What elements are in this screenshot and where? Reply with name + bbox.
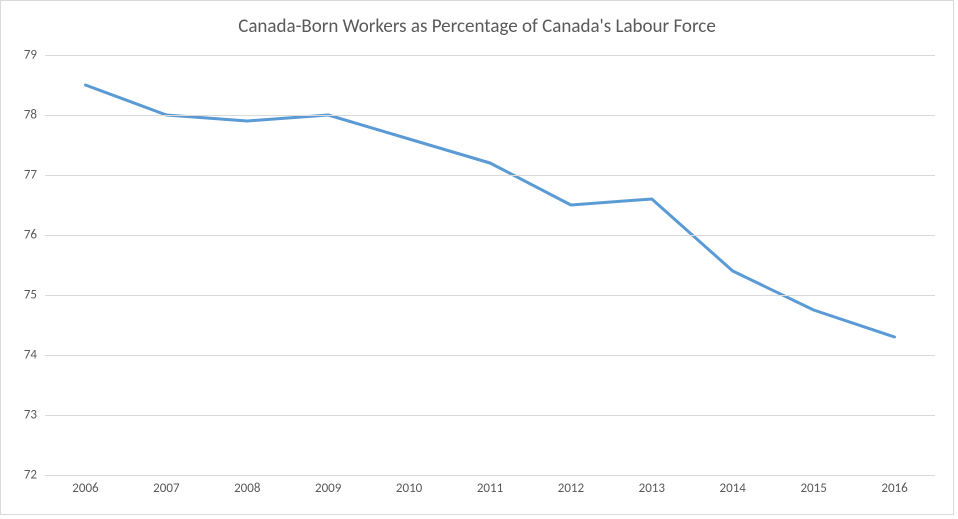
x-tick-label: 2013	[639, 475, 665, 496]
y-tick-label: 72	[24, 468, 45, 483]
y-tick-label: 74	[24, 348, 45, 363]
x-tick-label: 2008	[234, 475, 260, 496]
x-tick-label: 2015	[800, 475, 826, 496]
gridline	[45, 235, 935, 236]
y-tick-label: 73	[24, 408, 45, 423]
y-tick-label: 75	[24, 288, 45, 303]
x-tick-label: 2011	[477, 475, 503, 496]
line-series	[45, 55, 935, 475]
y-tick-label: 79	[24, 48, 45, 63]
x-tick-label: 2016	[881, 475, 907, 496]
gridline	[45, 115, 935, 116]
gridline	[45, 355, 935, 356]
x-tick-label: 2012	[558, 475, 584, 496]
gridline	[45, 55, 935, 56]
gridline	[45, 175, 935, 176]
x-tick-label: 2007	[153, 475, 179, 496]
chart-title: Canada-Born Workers as Percentage of Can…	[1, 15, 953, 38]
y-tick-label: 77	[24, 168, 45, 183]
gridline	[45, 415, 935, 416]
gridline	[45, 295, 935, 296]
x-tick-label: 2014	[720, 475, 746, 496]
y-tick-label: 76	[24, 228, 45, 243]
y-tick-label: 78	[24, 108, 45, 123]
chart-container: Canada-Born Workers as Percentage of Can…	[0, 0, 954, 515]
plot-area: 7273747576777879200620072008200920102011…	[45, 55, 935, 475]
x-tick-label: 2010	[396, 475, 422, 496]
x-tick-label: 2009	[315, 475, 341, 496]
x-tick-label: 2006	[72, 475, 98, 496]
